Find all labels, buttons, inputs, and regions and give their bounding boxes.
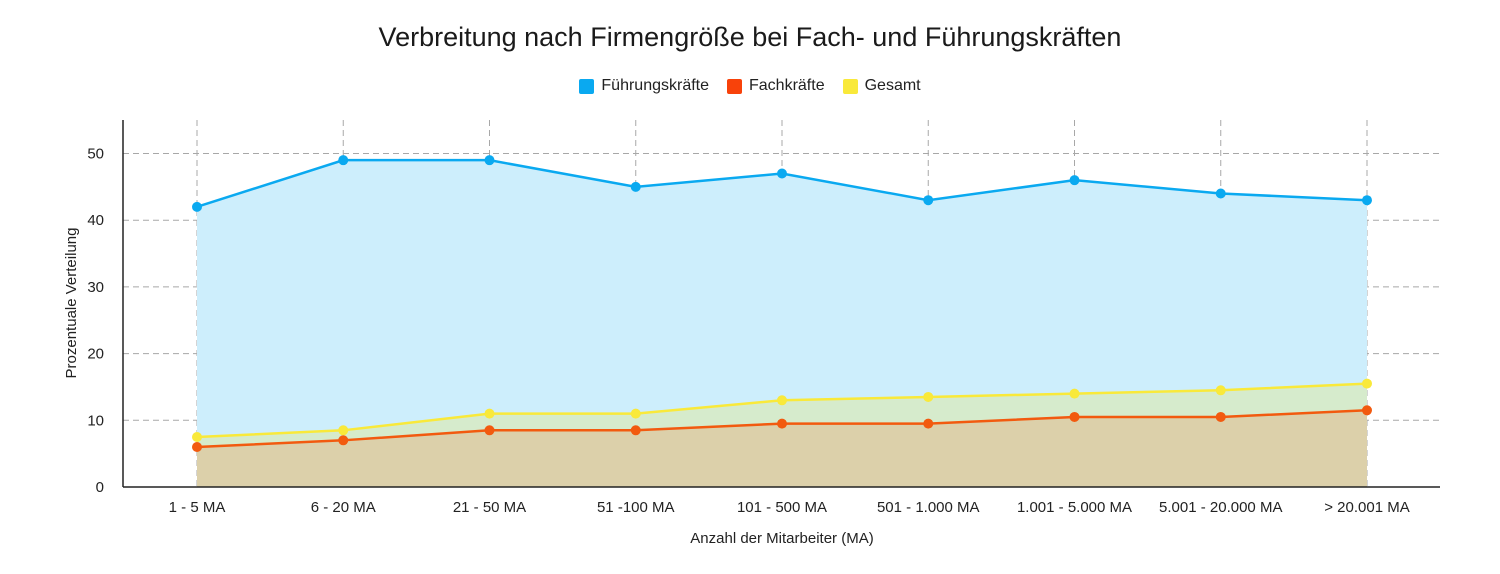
x-tick-label-5: 501 - 1.000 MA <box>877 499 980 516</box>
point-f-hrungskr-fte-3 <box>630 181 641 192</box>
point-f-hrungskr-fte-1 <box>338 155 349 166</box>
x-tick-label-7: 5.001 - 20.000 MA <box>1159 499 1282 516</box>
y-tick-label-10: 10 <box>87 412 104 429</box>
point-gesamt-4 <box>777 395 787 406</box>
x-axis-title: Anzahl der Mitarbeiter (MA) <box>690 530 873 547</box>
point-fachkr-fte-2 <box>484 425 495 436</box>
y-tick-label-50: 50 <box>87 146 104 163</box>
area-fachkr-fte <box>197 410 1367 487</box>
legend-label-gesamt: Gesamt <box>864 77 921 94</box>
y-tick-label-40: 40 <box>87 212 104 229</box>
point-f-hrungskr-fte-0 <box>192 201 202 212</box>
point-fachkr-fte-8 <box>1362 405 1372 416</box>
point-f-hrungskr-fte-4 <box>777 168 787 179</box>
legend-item-gesamt[interactable]: Gesamt <box>842 77 921 95</box>
x-tick-label-8: > 20.001 MA <box>1324 499 1409 516</box>
point-fachkr-fte-4 <box>777 418 787 429</box>
chart-title: Verbreitung nach Firmengröße bei Fach- u… <box>378 22 1122 52</box>
axes: 0 10 20 30 40 50 1 - 5 MA 6 - 20 MA 21 - 50 MA 51… <box>87 120 1440 516</box>
legend-swatch-fachkraefte <box>727 78 742 94</box>
y-tick-label-20: 20 <box>87 346 104 363</box>
point-fachkr-fte-1 <box>338 435 349 446</box>
legend-item-fachkraefte[interactable]: Fachkräfte <box>727 77 825 95</box>
point-gesamt-7 <box>1215 385 1226 396</box>
point-gesamt-2 <box>484 408 495 419</box>
point-gesamt-8 <box>1362 378 1372 389</box>
y-axis-title: Prozentuale Verteilung <box>63 228 80 379</box>
point-gesamt-6 <box>1069 388 1080 399</box>
x-tick-label-4: 101 - 500 MA <box>737 499 827 516</box>
point-fachkr-fte-3 <box>630 425 641 436</box>
series-areas <box>197 160 1367 488</box>
legend: Führungskräfte Fachkräfte Gesamt <box>0 77 1500 95</box>
x-tick-label-2: 21 - 50 MA <box>453 499 526 516</box>
point-fachkr-fte-6 <box>1069 411 1080 422</box>
point-fachkr-fte-7 <box>1215 411 1226 422</box>
point-f-hrungskr-fte-2 <box>484 155 495 166</box>
point-f-hrungskr-fte-7 <box>1215 188 1226 199</box>
point-gesamt-5 <box>923 391 934 402</box>
series-points <box>192 155 1372 452</box>
point-f-hrungskr-fte-5 <box>923 195 934 206</box>
point-f-hrungskr-fte-8 <box>1362 195 1372 206</box>
legend-label-fuehrungskraefte: Führungskräfte <box>601 77 709 94</box>
x-tick-label-3: 51 -100 MA <box>597 499 675 516</box>
point-gesamt-1 <box>338 425 349 436</box>
legend-swatch-gesamt <box>842 78 858 94</box>
legend-swatch-fuehrungskraefte <box>579 78 595 94</box>
y-tick-label-30: 30 <box>87 279 104 296</box>
legend-label-fachkraefte: Fachkräfte <box>749 77 825 94</box>
point-fachkr-fte-0 <box>192 441 202 452</box>
x-tick-label-6: 1.001 - 5.000 MA <box>1017 499 1132 516</box>
y-tick-label-0: 0 <box>96 479 104 496</box>
legend-item-fuehrungskraefte[interactable]: Führungskräfte <box>579 77 709 95</box>
point-f-hrungskr-fte-6 <box>1069 175 1080 186</box>
x-tick-label-0: 1 - 5 MA <box>169 499 226 516</box>
x-tick-label-1: 6 - 20 MA <box>311 499 376 516</box>
point-gesamt-3 <box>630 408 641 419</box>
point-gesamt-0 <box>192 431 202 442</box>
point-fachkr-fte-5 <box>923 418 934 429</box>
